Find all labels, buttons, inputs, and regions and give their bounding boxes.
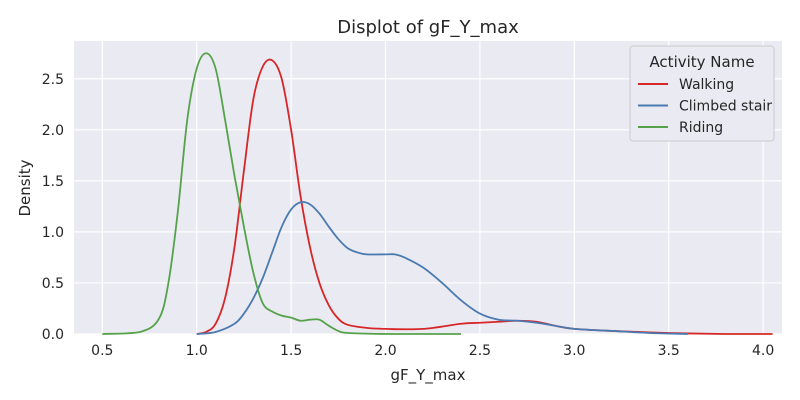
y-tick-label: 1.5 bbox=[42, 174, 64, 190]
series-riding-line bbox=[102, 52, 462, 335]
chart-title: Displot of gF_Y_max bbox=[337, 17, 519, 38]
x-tick-label: 3.0 bbox=[563, 343, 585, 359]
legend-label-riding: Riding bbox=[679, 120, 723, 136]
y-tick-label: 0.5 bbox=[42, 276, 64, 292]
x-tick-label: 4.0 bbox=[752, 343, 774, 359]
legend-label-climbed-stair: Climbed stair bbox=[679, 99, 772, 115]
series-climbed-stair-line bbox=[196, 201, 688, 335]
y-tick-label: 1.0 bbox=[42, 225, 64, 241]
y-tick-label: 2.0 bbox=[42, 123, 64, 139]
legend-box bbox=[629, 45, 775, 142]
legend-label-walking: Walking bbox=[679, 77, 734, 93]
y-axis-label: Density bbox=[16, 159, 34, 216]
x-tick-label: 2.0 bbox=[374, 343, 396, 359]
x-tick-labels: 0.5 1.0 1.5 2.0 2.5 3.0 3.5 4.0 bbox=[91, 343, 774, 359]
x-axis-label: gF_Y_max bbox=[391, 366, 466, 385]
y-tick-labels: 0.0 0.5 1.0 1.5 2.0 2.5 bbox=[42, 72, 64, 343]
legend-items: Walking Climbed stair Riding bbox=[638, 77, 772, 136]
x-tick-label: 0.5 bbox=[91, 343, 113, 359]
x-tick-label: 2.5 bbox=[469, 343, 491, 359]
y-tick-label: 2.5 bbox=[42, 72, 64, 88]
legend-title: Activity Name bbox=[649, 53, 754, 71]
x-tick-label: 1.0 bbox=[186, 343, 208, 359]
series-layer bbox=[102, 52, 773, 335]
y-tick-label: 0.0 bbox=[42, 327, 64, 343]
x-tick-label: 1.5 bbox=[280, 343, 302, 359]
legend: Activity Name Walking Climbed stair Riding bbox=[629, 45, 775, 142]
x-tick-label: 3.5 bbox=[658, 343, 680, 359]
